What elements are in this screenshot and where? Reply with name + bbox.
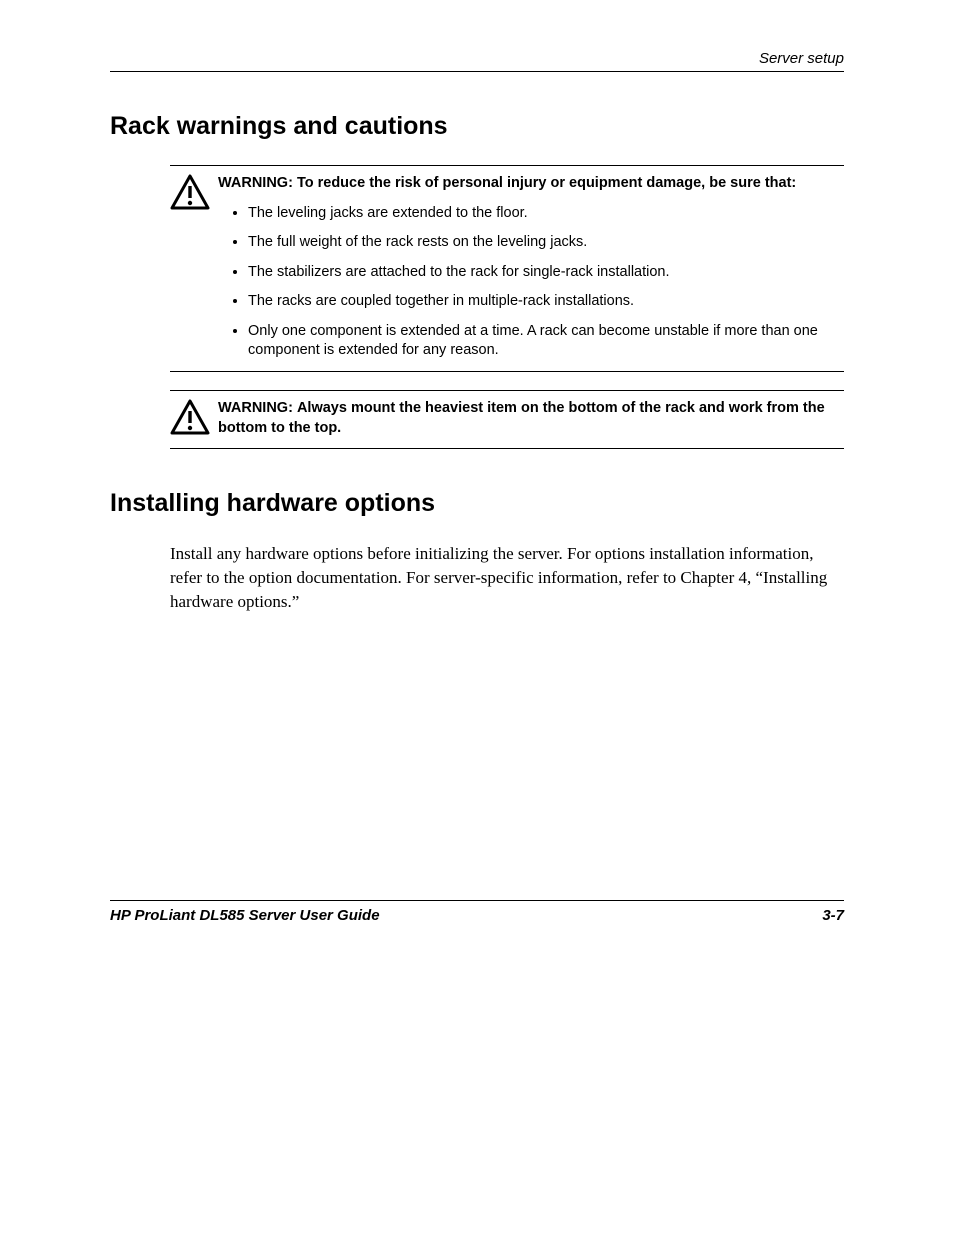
- list-item: The stabilizers are attached to the rack…: [248, 263, 844, 283]
- header-section-label: Server setup: [110, 50, 844, 67]
- document-page: Server setup Rack warnings and cautions …: [0, 0, 954, 1235]
- warning-triangle-icon: [170, 399, 210, 440]
- body-paragraph: Install any hardware options before init…: [170, 542, 844, 613]
- warning-block-2: WARNING: Always mount the heaviest item …: [170, 390, 844, 449]
- warning-triangle-icon: [170, 174, 210, 215]
- list-item: The full weight of the rack rests on the…: [248, 233, 844, 253]
- footer-doc-title: HP ProLiant DL585 Server User Guide: [110, 907, 380, 924]
- page-footer: HP ProLiant DL585 Server User Guide 3-7: [110, 900, 844, 924]
- warning-label: WARNING:: [218, 175, 293, 191]
- warning-1-lead: WARNING: To reduce the risk of personal …: [218, 175, 796, 191]
- footer-page-number: 3-7: [822, 907, 844, 924]
- warning-2-body: WARNING: Always mount the heaviest item …: [218, 399, 844, 438]
- list-item: The leveling jacks are extended to the f…: [248, 204, 844, 224]
- warning-2-lead-text: Always mount the heaviest item on the bo…: [218, 400, 825, 436]
- footer-row: HP ProLiant DL585 Server User Guide 3-7: [110, 900, 844, 924]
- warning-label: WARNING:: [218, 400, 293, 416]
- warning-block-1: WARNING: To reduce the risk of personal …: [170, 165, 844, 372]
- warning-1-list: The leveling jacks are extended to the f…: [218, 204, 844, 361]
- warning-1-lead-text: To reduce the risk of personal injury or…: [297, 175, 796, 191]
- page-header: Server setup: [110, 50, 844, 72]
- list-item: The racks are coupled together in multip…: [248, 292, 844, 312]
- warning-1-body: WARNING: To reduce the risk of personal …: [218, 174, 844, 363]
- section-heading-installing-hardware: Installing hardware options: [110, 489, 844, 518]
- section-heading-rack-warnings: Rack warnings and cautions: [110, 112, 844, 141]
- list-item: Only one component is extended at a time…: [248, 322, 844, 361]
